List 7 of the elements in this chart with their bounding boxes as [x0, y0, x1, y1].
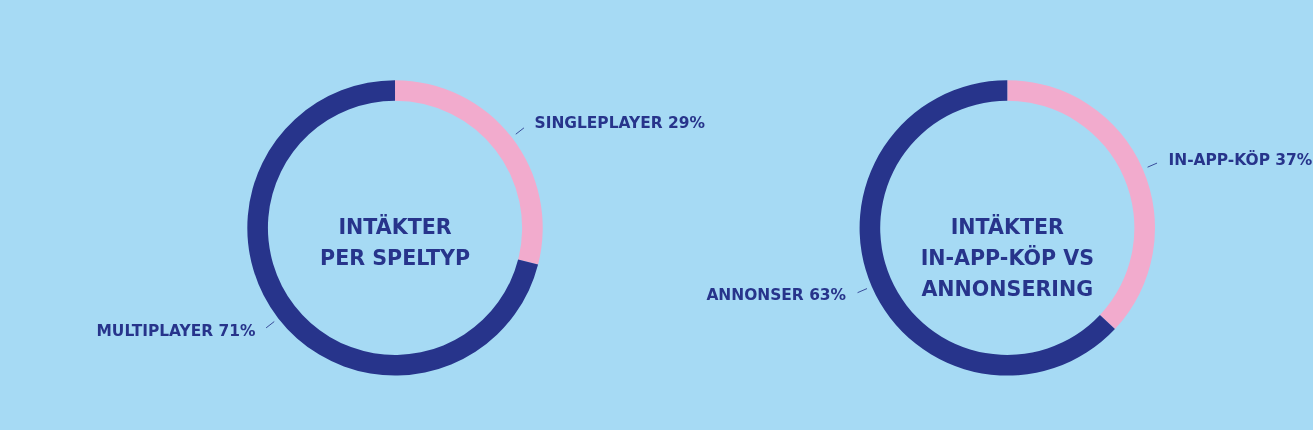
text: INTÄKTER PER SPELTYP	[320, 213, 470, 270]
donut-slice	[859, 80, 1115, 376]
slice-label: SINGLEPLAYER 29%	[534, 113, 705, 132]
slice-label: ANNONSER 63%	[706, 285, 847, 304]
slice-label: MULTIPLAYER 71%	[96, 322, 256, 341]
slice-label: IN-APP-KÖP 37%	[1168, 149, 1313, 169]
text: INTÄKTER IN-APP-KÖP VS ANNONSERING	[920, 213, 1094, 301]
